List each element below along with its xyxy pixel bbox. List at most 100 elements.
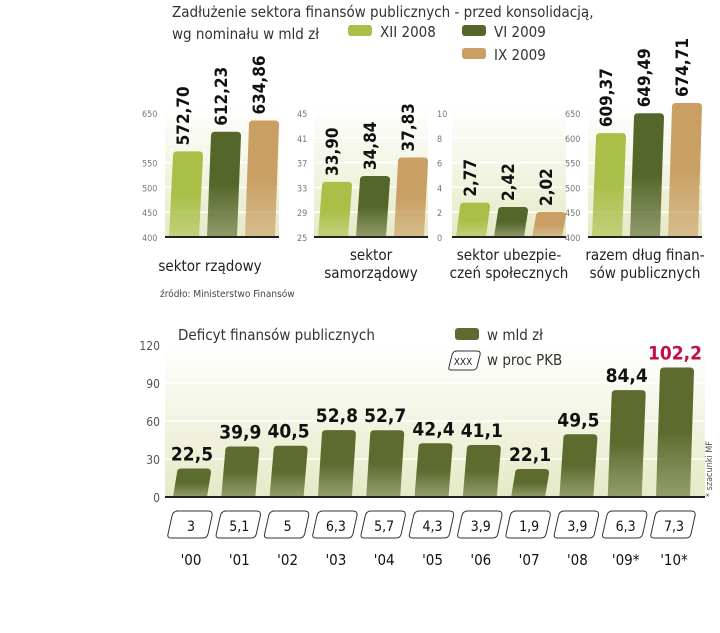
pkb-percent-box [263, 510, 310, 539]
bar [356, 175, 390, 237]
bar [207, 131, 241, 237]
y-tick-label: 600 [565, 135, 580, 145]
legend-label: VI 2009 [494, 23, 546, 41]
pkb-percent-box [167, 510, 213, 539]
bar [592, 133, 626, 237]
bar [456, 202, 490, 237]
legend-box-sample [448, 350, 481, 371]
legend-label: w proc PKB [487, 351, 562, 369]
bar [630, 113, 664, 237]
y-tick-label: 6 [437, 160, 442, 170]
panel-label: sektor ubezpie- [457, 246, 562, 264]
x-tick-label: '10* [660, 551, 688, 569]
x-tick-label: '01 [229, 551, 250, 569]
pkb-percent-label: 7,3 [664, 519, 684, 535]
pkb-percent-label: 3,9 [567, 519, 587, 535]
value-label: 52,8 [316, 405, 358, 427]
y-tick-label: 450 [142, 209, 157, 219]
legend-swatch [455, 328, 479, 340]
value-label: 34,84 [361, 122, 381, 170]
legend-label: IX 2009 [494, 46, 546, 64]
pkb-percent-box [650, 510, 696, 539]
debt-title: Zadłużenie sektora finansów publicznych … [172, 3, 593, 21]
pkb-percent-label: 5 [284, 519, 292, 535]
panel-label: sów publicznych [590, 264, 701, 282]
pkb-percent-box [553, 510, 600, 539]
debt-panel: 25 29 33 37 41 45 33,90 34,84 37,83 sektorsamorzą… [297, 103, 428, 282]
value-label: 33,90 [323, 127, 343, 175]
value-label: 609,37 [597, 68, 617, 127]
bar [221, 446, 260, 497]
bar [559, 434, 598, 497]
bar [656, 367, 694, 497]
legend-swatch [462, 25, 486, 36]
pkb-percent-box [602, 510, 648, 539]
pkb-percent-box [408, 510, 455, 539]
y-tick-label: 33 [297, 184, 307, 194]
x-tick-label: '08 [567, 551, 588, 569]
deficit-title: Deficyt finansów publicznych [178, 326, 375, 344]
value-label: 102,2 [648, 343, 702, 365]
value-label: 22,1 [509, 444, 551, 466]
source-note: źródło: Ministerstwo Finansów [160, 288, 295, 300]
pkb-percent-label: 3 [187, 519, 195, 535]
value-label: 2,42 [499, 163, 519, 201]
panel-label: samorządowy [324, 264, 417, 282]
pkb-percent-label: 5,7 [374, 519, 394, 535]
y-tick-label: 550 [142, 160, 157, 170]
legend-swatch [348, 25, 372, 36]
estimate-note: * szacunki MF [705, 441, 715, 497]
pkb-percent-box [215, 510, 261, 539]
y-tick-label: 2 [437, 209, 442, 219]
y-tick-label: 30 [146, 453, 160, 467]
y-tick-label: 10 [437, 110, 447, 120]
legend: XII 2008 VI 2009 IX 2009 [348, 23, 546, 64]
pkb-percent-box [312, 510, 358, 539]
y-tick-label: 120 [139, 339, 160, 353]
bar [394, 157, 428, 237]
value-label: 634,86 [250, 55, 270, 114]
x-tick-label: '05 [422, 551, 443, 569]
pkb-percent-box [457, 510, 503, 539]
pkb-percent-label: 3,9 [471, 519, 491, 535]
y-tick-label: 4 [437, 184, 442, 194]
y-tick-label: 60 [146, 415, 160, 429]
legend-swatch [462, 48, 486, 59]
y-tick-label: 8 [437, 135, 442, 145]
y-tick-label: 500 [142, 184, 157, 194]
y-tick-label: 400 [142, 234, 157, 244]
pkb-percent-label: 5,1 [229, 519, 249, 535]
debt-subtitle: wg nominału w mld zł [172, 25, 319, 43]
y-tick-label: 650 [142, 110, 157, 120]
y-tick-label: 400 [565, 234, 580, 244]
y-tick-label: 0 [437, 234, 442, 244]
value-label: 41,1 [461, 420, 503, 442]
value-label: 42,4 [412, 418, 454, 440]
debt-panel: 400 450 500 550 650 572,70 612,23 634,86 sektor … [142, 55, 279, 275]
panel-label: czeń społecznych [450, 264, 569, 282]
y-tick-label: 90 [146, 377, 160, 391]
bar [317, 430, 356, 497]
value-label: 49,5 [557, 409, 599, 431]
value-label: 84,4 [606, 365, 648, 387]
panel-label: sektor rządowy [158, 257, 261, 275]
debt-panel: 0 2 4 6 8 10 2,77 2,42 2,02 sektor ubezpie-czeń s… [437, 105, 568, 282]
y-tick-label: 45 [297, 110, 307, 120]
value-label: 674,71 [673, 38, 693, 97]
bar [245, 120, 279, 237]
y-tick-label: 650 [565, 110, 580, 120]
pkb-percent-label: 6,3 [616, 519, 636, 535]
value-label: 2,02 [537, 168, 557, 206]
legend-label: w mld zł [487, 326, 543, 344]
bar [366, 430, 405, 497]
value-label: 37,83 [399, 103, 419, 151]
panel-label: razem dług finan- [585, 246, 704, 264]
y-tick-label: 41 [297, 135, 307, 145]
pkb-percent-box [360, 510, 406, 539]
x-tick-label: '00 [181, 551, 202, 569]
bar [607, 390, 646, 497]
y-tick-label: 0 [153, 491, 160, 505]
y-tick-label: 29 [297, 209, 307, 219]
pkb-percent-label: 6,3 [326, 519, 346, 535]
